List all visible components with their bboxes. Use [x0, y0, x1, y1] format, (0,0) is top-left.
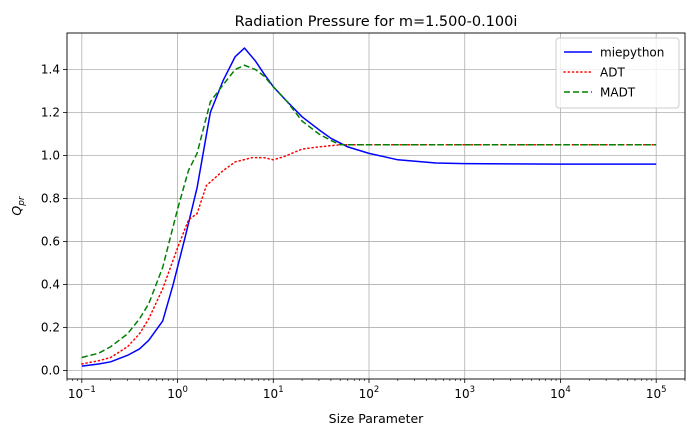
x-tick-label: 10−1 — [68, 385, 96, 401]
y-tick-label: 0.6 — [41, 234, 60, 248]
grid — [67, 33, 685, 379]
x-tick-label-base: 10 — [454, 387, 469, 401]
x-axis-label: Size Parameter — [329, 411, 425, 426]
y-tick-label: 1.4 — [41, 63, 60, 77]
plot-area-frame — [66, 32, 686, 380]
x-axis-ticks: 10−1 100 101 102 103 104 105 — [66, 379, 686, 401]
x-tick-label: 104 — [550, 385, 571, 401]
y-axis-ticks: 0.0 0.2 0.4 0.6 0.8 1.0 1.2 1.4 — [41, 63, 67, 377]
y-axis-label-base: Q — [9, 206, 24, 216]
x-tick-label: 101 — [263, 385, 284, 401]
x-tick-label-exponent: 0 — [182, 385, 187, 395]
x-tick-label-exponent: 3 — [470, 385, 475, 395]
legend-box — [555, 37, 680, 109]
x-tick-label: 103 — [454, 385, 475, 401]
legend-label: miepython — [600, 46, 664, 60]
x-tick-label-exponent: 4 — [565, 385, 570, 395]
x-tick-label-exponent: 2 — [374, 385, 379, 395]
series-line-adt — [81, 144, 657, 365]
series-line-madt — [81, 64, 657, 359]
legend-label: ADT — [600, 66, 625, 80]
x-tick-label-base: 10 — [68, 387, 83, 401]
series-lines — [81, 47, 657, 367]
series-line-miepython — [81, 47, 657, 367]
x-tick-label-base: 10 — [263, 387, 278, 401]
y-tick-label: 0.4 — [41, 277, 60, 291]
legend-label: MADT — [600, 86, 636, 100]
y-tick-label: 0.0 — [41, 363, 60, 377]
chart-title: Radiation Pressure for m=1.500-0.100i — [235, 14, 518, 30]
x-tick-label: 105 — [646, 385, 667, 401]
x-tick-label-exponent: 1 — [278, 385, 283, 395]
y-tick-label: 0.8 — [41, 191, 60, 205]
x-tick-label-base: 10 — [359, 387, 374, 401]
legend: miepython ADT MADT — [555, 37, 680, 109]
y-axis-label: Qpr — [9, 195, 27, 216]
x-tick-label-base: 10 — [646, 387, 661, 401]
x-tick-label-exponent: −1 — [83, 385, 96, 395]
y-axis-label-subscript: pr — [17, 195, 27, 207]
x-tick-label: 102 — [359, 385, 380, 401]
x-tick-label-exponent: 5 — [661, 385, 666, 395]
x-tick-label-base: 10 — [167, 387, 182, 401]
y-tick-label: 1.0 — [41, 148, 60, 162]
y-tick-label: 1.2 — [41, 106, 60, 120]
x-tick-label: 100 — [167, 385, 188, 401]
x-tick-label-base: 10 — [550, 387, 565, 401]
y-tick-label: 0.2 — [41, 320, 60, 334]
